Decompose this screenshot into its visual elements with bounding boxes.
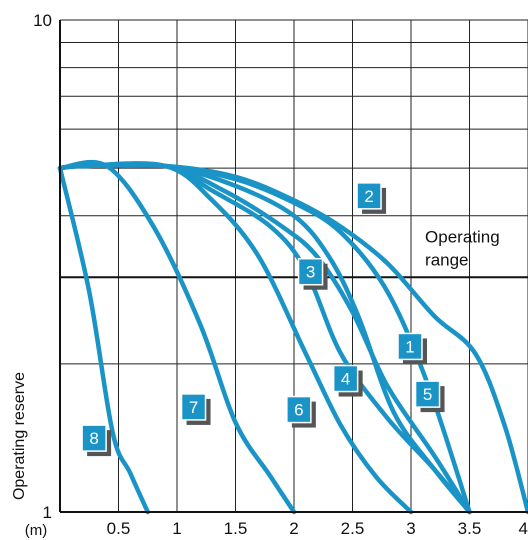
series-badge-label: 8 xyxy=(89,429,98,448)
series-badge-box xyxy=(297,257,324,286)
series-badge-5: 5 xyxy=(414,380,445,413)
axes: 0.5 1 1.5 2 2.5 3 3.5 4 1 10 xyxy=(33,11,528,538)
series-badge-4: 4 xyxy=(332,364,363,397)
series-badge-label: 5 xyxy=(423,385,432,404)
series-badge-box xyxy=(397,332,423,361)
series-badge-8: 8 xyxy=(81,424,112,457)
series-badge-box xyxy=(180,393,207,421)
x-tick-label: 0.5 xyxy=(107,519,131,538)
y-tick-label: 1 xyxy=(43,503,52,522)
series-line-7 xyxy=(57,159,297,515)
series-badge-6: 6 xyxy=(286,395,316,428)
operating-range-label-line2: range xyxy=(425,250,468,269)
operating-range-label-line1: Operating xyxy=(425,227,500,246)
series-badge-box xyxy=(332,364,359,393)
y-axis-label: Operating reserve xyxy=(11,372,28,500)
series-group xyxy=(57,159,528,515)
series-badge-box xyxy=(414,380,441,408)
series-badge-label: 3 xyxy=(306,263,315,282)
series-badge-box xyxy=(81,424,107,452)
series-badge-3: 3 xyxy=(297,257,328,290)
series-badge-label: 1 xyxy=(405,337,414,356)
x-tick-label: 2 xyxy=(289,519,298,538)
series-badge-label: 7 xyxy=(189,398,198,417)
x-tick-label: 3.5 xyxy=(458,519,482,538)
x-tick-label: 3 xyxy=(406,519,415,538)
x-tick-label: 1.5 xyxy=(224,519,248,538)
series-badge-box xyxy=(286,395,312,424)
x-tick-label: 2.5 xyxy=(341,519,365,538)
series-badge-7: 7 xyxy=(180,393,211,425)
series-badge-2: 2 xyxy=(356,182,387,214)
x-unit-label: (m) xyxy=(25,522,48,539)
series-badge-label: 4 xyxy=(341,370,350,389)
series-badge-label: 2 xyxy=(364,187,373,206)
series-badge-1: 1 xyxy=(397,332,427,365)
series-badge-box xyxy=(356,182,382,210)
y-tick-label: 10 xyxy=(33,11,52,30)
series-badge-label: 6 xyxy=(294,401,303,420)
series-badges: 1 2 3 4 5 6 7 8 xyxy=(81,182,445,457)
x-tick-label: 4 xyxy=(519,519,528,538)
grid xyxy=(60,19,528,512)
series-line-6 xyxy=(57,161,414,515)
x-tick-label: 1 xyxy=(172,519,181,538)
series-line-8 xyxy=(57,165,151,515)
